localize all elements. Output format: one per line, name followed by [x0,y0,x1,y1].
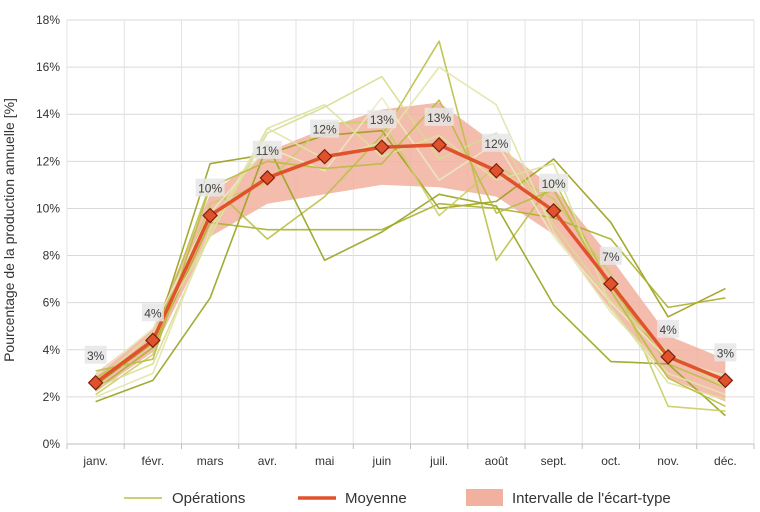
y-tick-label: 4% [43,343,61,357]
data-label: 3% [717,346,735,360]
data-label-box [141,303,164,322]
data-label: 10% [198,182,222,196]
data-label: 4% [144,306,162,320]
mean-marker [374,139,390,156]
y-tick-label: 8% [43,249,61,263]
band-area [95,102,726,402]
std-dev-band [95,102,726,402]
mean-marker [316,148,333,165]
mean-marker [202,207,218,224]
data-label-box [252,140,282,159]
x-tick-label: juin [372,454,392,468]
data-label-box [481,133,511,152]
y-tick-label: 14% [36,107,60,121]
mean-marker [660,348,676,365]
x-tick-label: janv. [82,454,107,468]
mean-marker [431,136,447,153]
mean-line [94,143,727,385]
operation-line [95,75,726,389]
y-tick-label: 16% [36,60,60,74]
y-tick-label: 12% [36,154,60,168]
x-tick-label: avr. [258,454,277,468]
x-tick-label: mars [197,454,224,468]
mean-marker [488,162,505,179]
data-label: 12% [484,137,508,151]
x-tick-label: févr. [142,454,165,468]
mean-series [87,136,734,391]
data-label-box [599,246,622,265]
operation-line [95,144,726,417]
data-label: 12% [313,123,337,137]
data-label-box [310,119,340,138]
data-label: 7% [602,250,620,264]
mean-marker [603,275,619,292]
mean-marker [545,202,562,219]
data-label: 13% [427,111,451,125]
data-label: 10% [542,177,566,191]
y-tick-label: 2% [43,390,61,404]
x-tick-label: nov. [657,454,679,468]
x-tick-label: juil. [429,454,448,468]
x-tick-label: mai [315,454,334,468]
x-tick-label: sept. [541,454,567,468]
mean-marker [87,374,104,391]
y-axis-title: Pourcentage de la production annuelle [%… [1,98,17,362]
legend-mean-label: Moyenne [345,490,407,507]
data-label: 4% [659,323,677,337]
data-label-box [539,173,569,192]
data-label: 11% [256,144,279,158]
gridlines [66,19,755,444]
legend: Opérations Moyenne Intervalle de l'écart… [124,489,671,507]
y-tick-label: 6% [43,296,61,310]
operation-line [95,99,726,408]
legend-operations-label: Opérations [172,490,245,507]
data-label-box [714,343,737,362]
data-label: 3% [87,349,105,363]
x-tick-label: août [485,454,509,468]
data-label-box [84,345,107,364]
mean-marker [259,169,276,186]
axes: 0% 2% 4% 6% 8% 10% 12% 14% 16% 18% janv. févr. mars a… [36,13,755,468]
legend-band-label: Intervalle de l'écart-type [512,490,671,507]
data-label-box [195,178,225,197]
data-label: 13% [370,113,394,127]
y-tick-label: 10% [36,201,60,215]
x-tick-label: oct. [601,454,620,468]
mean-marker [717,372,734,389]
x-tick-label: déc. [714,454,737,468]
y-tick-label: 18% [36,13,60,27]
data-label-box [424,107,454,126]
operation-line [95,40,726,389]
mean-marker [145,332,161,349]
y-tick-label: 0% [43,437,61,451]
legend-band-swatch [466,489,503,506]
data-label-box [657,319,680,338]
data-label-box [367,110,397,129]
data-labels: 3% 4% 10% 11% 12% 13% 13% 12% 10% 7% 4% 3% [84,107,737,364]
